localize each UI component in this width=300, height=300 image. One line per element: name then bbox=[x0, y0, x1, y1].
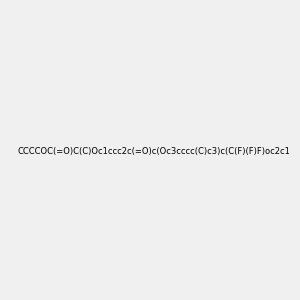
Text: CCCCOC(=O)C(C)Oc1ccc2c(=O)c(Oc3cccc(C)c3)c(C(F)(F)F)oc2c1: CCCCOC(=O)C(C)Oc1ccc2c(=O)c(Oc3cccc(C)c3… bbox=[17, 147, 290, 156]
